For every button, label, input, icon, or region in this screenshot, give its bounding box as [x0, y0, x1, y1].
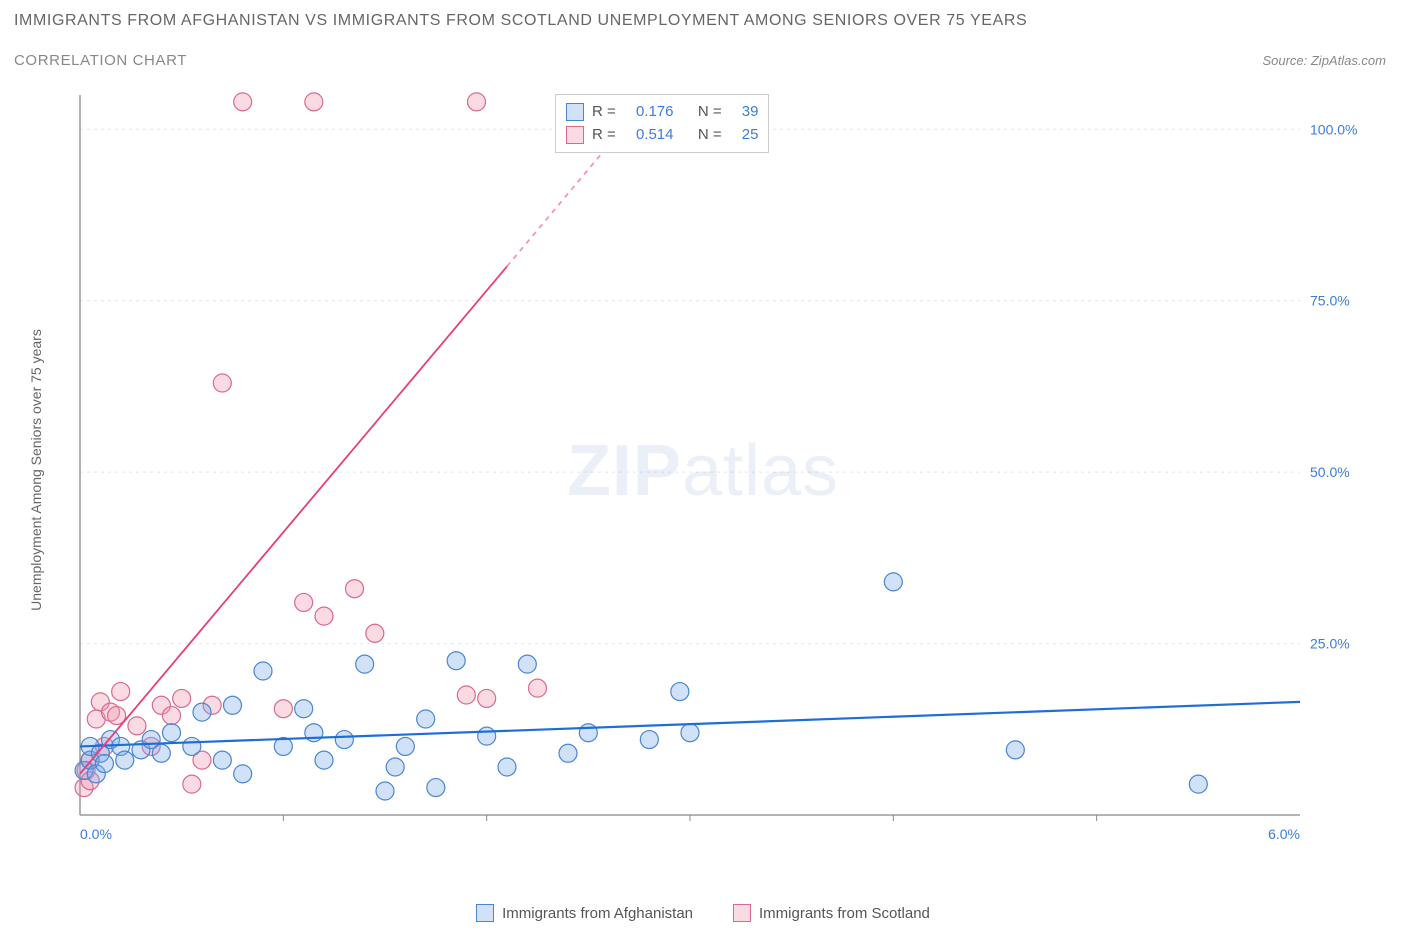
- svg-text:0.0%: 0.0%: [80, 826, 112, 842]
- legend-item-b: Immigrants from Scotland: [733, 904, 930, 922]
- swatch-series-a: [566, 103, 584, 121]
- stats-row-a: R = 0.176 N = 39: [566, 101, 758, 124]
- chart-title: IMMIGRANTS FROM AFGHANISTAN VS IMMIGRANT…: [14, 12, 1027, 29]
- svg-text:50.0%: 50.0%: [1310, 464, 1350, 480]
- y-axis-label: Unemployment Among Seniors over 75 years: [28, 329, 44, 611]
- legend-item-a: Immigrants from Afghanistan: [476, 904, 693, 922]
- svg-text:25.0%: 25.0%: [1310, 636, 1350, 652]
- swatch-series-a-icon: [476, 904, 494, 922]
- legend-label-a: Immigrants from Afghanistan: [502, 905, 693, 922]
- svg-text:100.0%: 100.0%: [1310, 121, 1357, 137]
- stats-box: R = 0.176 N = 39 R = 0.514 N = 25: [555, 94, 769, 153]
- swatch-series-b-icon: [733, 904, 751, 922]
- swatch-series-b: [566, 126, 584, 144]
- legend-bottom: Immigrants from Afghanistan Immigrants f…: [0, 904, 1406, 922]
- scatter-chart: 25.0% 50.0% 75.0% 100.0% 0.0% 6.0%: [70, 90, 1370, 860]
- svg-text:6.0%: 6.0%: [1268, 826, 1300, 842]
- chart-subtitle: CORRELATION CHART: [14, 52, 187, 69]
- stats-row-b: R = 0.514 N = 25: [566, 124, 758, 147]
- plot-area: 25.0% 50.0% 75.0% 100.0% 0.0% 6.0%: [70, 90, 1370, 860]
- legend-label-b: Immigrants from Scotland: [759, 905, 930, 922]
- source-label: Source: ZipAtlas.com: [1262, 53, 1386, 68]
- svg-text:75.0%: 75.0%: [1310, 293, 1350, 309]
